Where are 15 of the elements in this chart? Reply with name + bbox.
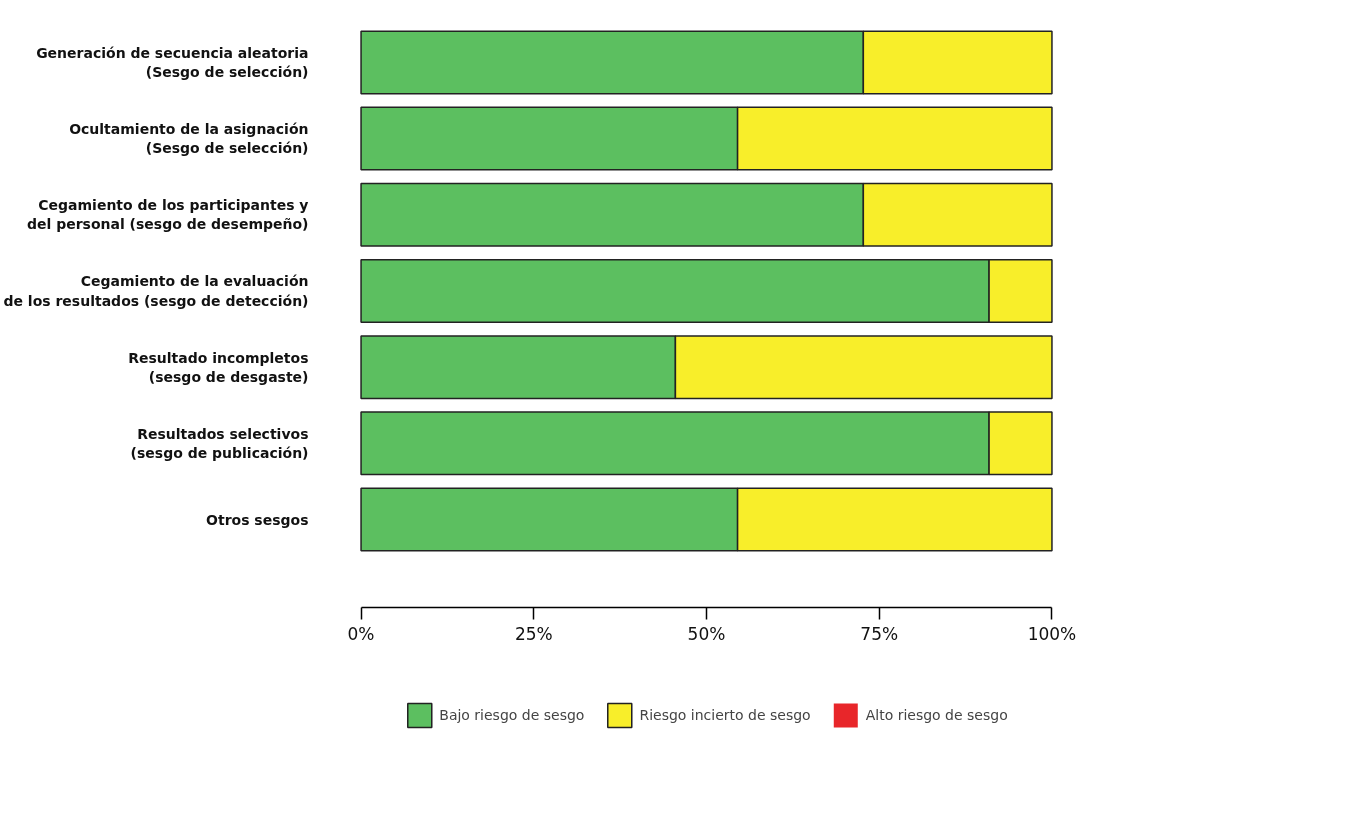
x-tick-label: 0%: [347, 624, 375, 645]
y-tick-label: Resultado incompletos (sesgo de desgaste): [128, 349, 309, 385]
x-tick-label: 75%: [860, 624, 899, 645]
y-tick-label: Cegamiento de la evaluación de los resultados (sesgo de detección): [3, 273, 309, 309]
legend-label: Alto riesgo de sesgo: [865, 707, 1008, 723]
y-tick-label: Resultados selectivos (sesgo de publicación): [130, 425, 309, 461]
x-tick-label: 50%: [687, 624, 726, 645]
y-tick-label: Generación de secuencia aleatoria (Sesgo de selección): [36, 44, 309, 80]
x-tick-label: 25%: [514, 624, 553, 645]
legend-label: Bajo riesgo de sesgo: [439, 707, 585, 723]
y-tick-label: Ocultamiento de la asignación (Sesgo de selección): [69, 121, 309, 157]
legend-label: Riesgo incierto de sesgo: [639, 707, 811, 723]
y-tick-label: Cegamiento de los participantes y del personal (sesgo de desempeño): [26, 197, 309, 233]
x-tick-label: 100%: [1027, 624, 1077, 645]
y-tick-label: Otros sesgos: [206, 511, 309, 528]
